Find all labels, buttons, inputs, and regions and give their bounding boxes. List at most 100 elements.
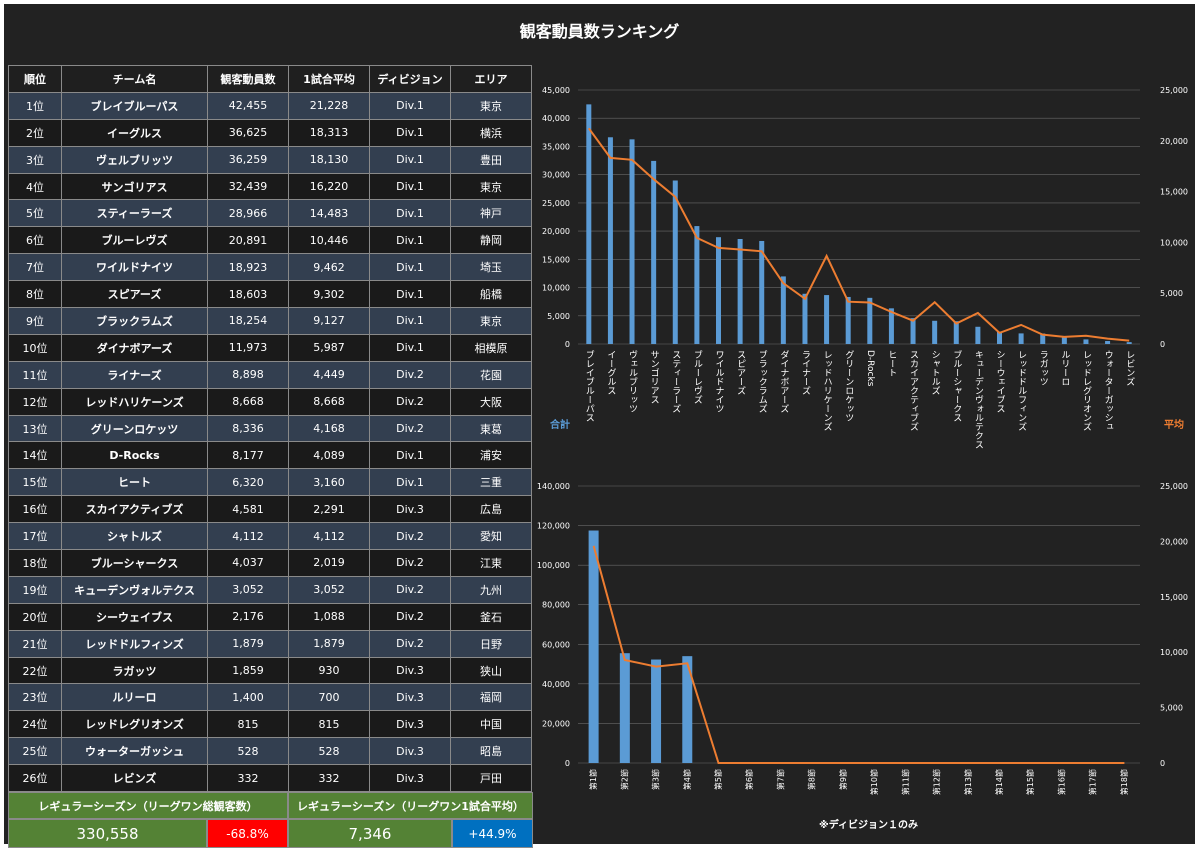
table-row: 14位 D-Rocks 8,177 4,089 Div.1 浦安 xyxy=(8,441,532,470)
bar xyxy=(619,653,630,763)
category-label: レッドレグリオンズ xyxy=(1081,350,1092,431)
rank-cell: 1位 xyxy=(8,91,62,120)
table-row: 17位 シャトルズ 4,112 4,112 Div.2 愛知 xyxy=(8,522,532,551)
table-row: 19位 キューデンヴォルテクス 3,052 3,052 Div.2 九州 xyxy=(8,575,532,604)
table-row: 6位 ブルーレヴズ 20,891 10,446 Div.1 静岡 xyxy=(8,226,532,255)
average-cell: 2,291 xyxy=(288,495,370,524)
division-cell: Div.3 xyxy=(369,764,451,793)
attendance-cell: 42,455 xyxy=(207,91,289,120)
team-cell: シーウェイブス xyxy=(61,602,208,631)
table-row: 8位 スピアーズ 18,603 9,302 Div.1 船橋 xyxy=(8,280,532,309)
area-cell: 狭山 xyxy=(450,656,532,685)
division-cell: Div.2 xyxy=(369,360,451,389)
average-attendance-value: 7,346 xyxy=(288,819,452,848)
average-cell: 3,052 xyxy=(288,575,370,604)
team-cell: レッドハリケーンズ xyxy=(61,387,208,416)
bar xyxy=(802,293,808,344)
attendance-cell: 20,891 xyxy=(207,226,289,255)
area-cell: 埼玉 xyxy=(450,253,532,282)
division-cell: Div.1 xyxy=(369,172,451,201)
team-attendance-chart: 45,000 40,000 35,000 30,000 25,000 20,000 15,0… xyxy=(542,86,1188,449)
attendance-cell: 4,581 xyxy=(207,495,289,524)
area-cell: 戸田 xyxy=(450,764,532,793)
y2-tick-label: 10,000 xyxy=(1160,238,1188,247)
bar xyxy=(737,238,743,344)
average-cell: 815 xyxy=(288,710,370,739)
average-cell: 9,302 xyxy=(288,280,370,309)
table-row: 23位 ルリーロ 1,400 700 Div.3 福岡 xyxy=(8,683,532,712)
rank-cell: 25位 xyxy=(8,737,62,766)
team-cell: ブルーシャークス xyxy=(61,549,208,577)
bar xyxy=(910,318,916,344)
team-cell: スティーラーズ xyxy=(61,199,208,228)
bar xyxy=(1126,342,1132,344)
category-label: 第8節 xyxy=(807,769,817,790)
team-cell: ヴェルブリッツ xyxy=(61,145,208,174)
category-label: 第7節 xyxy=(775,769,785,790)
bar xyxy=(759,240,765,344)
bar xyxy=(1105,341,1111,344)
bar xyxy=(651,160,657,344)
attendance-cell: 36,259 xyxy=(207,145,289,174)
attendance-cell: 2,176 xyxy=(207,602,289,631)
category-label: 第9節 xyxy=(838,769,848,790)
bar xyxy=(932,320,938,344)
y-tick-label: 25,000 xyxy=(542,199,570,208)
area-cell: 静岡 xyxy=(450,226,532,255)
rank-cell: 3位 xyxy=(8,145,62,174)
average-cell: 3,160 xyxy=(288,468,370,497)
category-label: 第3節 xyxy=(651,769,661,790)
bar xyxy=(975,326,981,344)
round-attendance-chart: 140,000 120,000 100,000 80,000 60,000 40,000 2… xyxy=(537,482,1188,795)
category-label: レッドドルフィンズ xyxy=(1016,350,1027,431)
y-tick-label: 0 xyxy=(565,340,570,349)
team-cell: ヒート xyxy=(61,468,208,497)
total-attendance-change: -68.8% xyxy=(207,819,288,848)
attendance-cell: 4,037 xyxy=(207,549,289,577)
y-tick-label: 40,000 xyxy=(542,680,570,689)
category-label: 第13節 xyxy=(963,769,973,795)
area-cell: 東京 xyxy=(450,172,532,201)
team-cell: ブラックラムズ xyxy=(61,307,208,335)
table-row: 4位 サンゴリアス 32,439 16,220 Div.1 東京 xyxy=(8,172,532,201)
division-cell: Div.3 xyxy=(369,656,451,685)
table-row: 20位 シーウェイブス 2,176 1,088 Div.2 釜石 xyxy=(8,602,532,631)
area-cell: 福岡 xyxy=(450,683,532,712)
table-header-row: 順位 チーム名 観客動員数 1試合平均 ディビジョン エリア xyxy=(8,65,532,93)
attendance-cell: 1,400 xyxy=(207,683,289,712)
attendance-cell: 1,879 xyxy=(207,629,289,658)
category-label: シーウェイブス xyxy=(995,350,1006,413)
y-tick-label: 40,000 xyxy=(542,114,570,123)
table-row: 18位 ブルーシャークス 4,037 2,019 Div.2 江東 xyxy=(8,549,532,577)
bar xyxy=(824,295,830,344)
attendance-cell: 28,966 xyxy=(207,199,289,228)
attendance-cell: 8,177 xyxy=(207,441,289,470)
division-cell: Div.1 xyxy=(369,333,451,362)
header-division: ディビジョン xyxy=(369,65,451,93)
average-cell: 1,088 xyxy=(288,602,370,631)
table-row: 22位 ラガッツ 1,859 930 Div.3 狭山 xyxy=(8,656,532,685)
category-label: 第16節 xyxy=(1056,769,1066,795)
category-label: イーグルス xyxy=(605,350,616,395)
y-tick-label: 120,000 xyxy=(537,522,570,531)
division-cell: Div.3 xyxy=(369,683,451,712)
category-label: 第17節 xyxy=(1088,769,1098,795)
category-label: ブルーシャークス xyxy=(951,349,962,422)
table-row: 7位 ワイルドナイツ 18,923 9,462 Div.1 埼玉 xyxy=(8,253,532,282)
area-cell: 九州 xyxy=(450,575,532,604)
rank-cell: 13位 xyxy=(8,414,62,443)
division-cell: Div.1 xyxy=(369,253,451,282)
rank-cell: 6位 xyxy=(8,226,62,255)
category-label: ブラックラムズ xyxy=(757,349,768,413)
division-cell: Div.1 xyxy=(369,468,451,497)
y-tick-label: 100,000 xyxy=(537,561,570,570)
bar xyxy=(1018,333,1024,344)
division-cell: Div.1 xyxy=(369,226,451,255)
summary-panel: レギュラーシーズン（リーグワン総観客数） レギュラーシーズン（リーグワン1試合平… xyxy=(8,792,533,848)
bar xyxy=(780,276,786,344)
table-row: 13位 グリーンロケッツ 8,336 4,168 Div.2 東葛 xyxy=(8,414,532,443)
table-row: 3位 ヴェルブリッツ 36,259 18,130 Div.1 豊田 xyxy=(8,145,532,174)
bar xyxy=(845,296,851,344)
division-cell: Div.3 xyxy=(369,737,451,766)
y2-tick-label: 5,000 xyxy=(1160,704,1183,713)
